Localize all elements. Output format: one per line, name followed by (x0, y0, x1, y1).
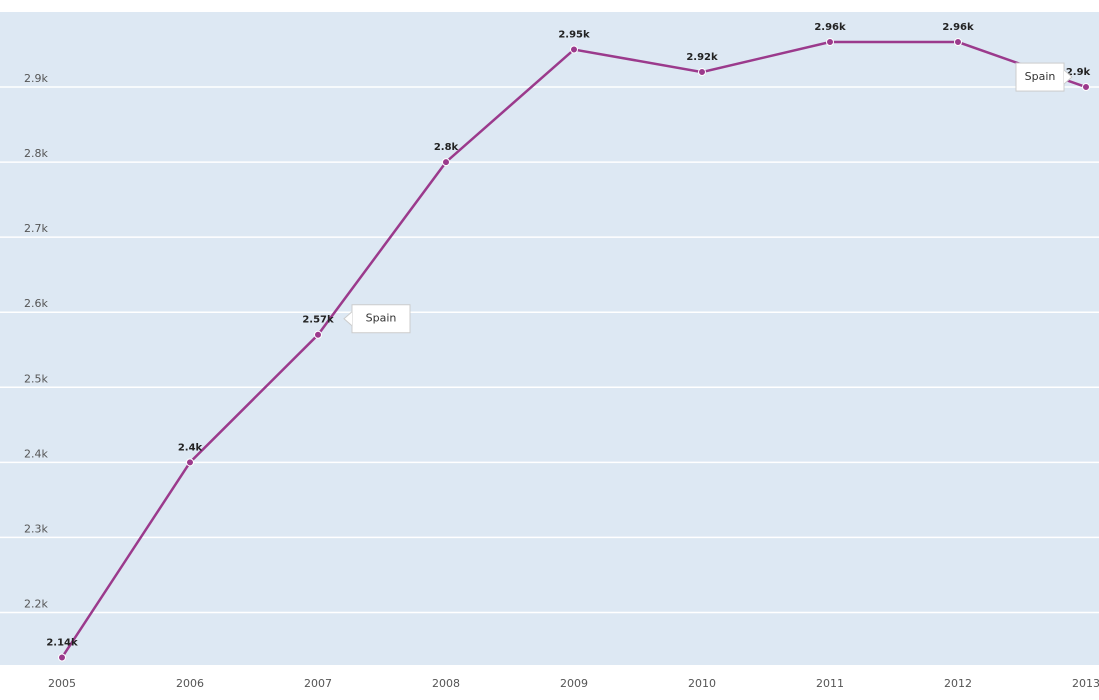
point (954, 38, 962, 47)
x-tick-label: 2011 (816, 677, 844, 690)
x-tick-label: 2010 (688, 677, 716, 690)
x-tick-label: 2013 (1072, 677, 1099, 690)
y-tick-label: 2.7k (24, 222, 48, 235)
tooltip-text: Spain (1025, 70, 1056, 83)
x-tick-label: 2005 (48, 677, 76, 690)
point (58, 653, 66, 662)
y-tick-label: 2.6k (24, 297, 48, 310)
point (1082, 83, 1090, 92)
x-tick-label: 2009 (560, 677, 588, 690)
point (698, 68, 706, 77)
y-tick-label: 2.5k (24, 372, 48, 385)
data-label: 2.92k (686, 52, 718, 63)
y-tick-label: 2.9k (24, 72, 48, 85)
plot-area (0, 12, 1099, 665)
y-tick-label: 2.4k (24, 447, 48, 460)
data-label: 2.96k (814, 22, 846, 33)
x-tick-label: 2007 (304, 677, 332, 690)
point (186, 458, 194, 467)
tooltip-pointer (1063, 69, 1073, 85)
point (442, 158, 450, 167)
x-tick-label: 2008 (432, 677, 460, 690)
x-tick-label: 2012 (944, 677, 972, 690)
tooltip-pointer (343, 311, 353, 327)
data-label: 2.95k (558, 30, 590, 41)
data-label: 2.96k (942, 22, 974, 33)
point (826, 38, 834, 47)
y-tick-label: 2.3k (24, 522, 48, 535)
data-label: 2.9k (1066, 67, 1091, 78)
x-tick-label: 2006 (176, 677, 204, 690)
point (314, 330, 322, 339)
data-label: 2.14k (46, 637, 78, 648)
data-label: 2.57k (302, 315, 334, 326)
y-tick-label: 2.8k (24, 147, 48, 160)
point (570, 45, 578, 54)
data-label: 2.4k (178, 442, 203, 453)
y-tick-label: 2.2k (24, 597, 48, 610)
data-label: 2.8k (434, 142, 459, 153)
tooltip-text: Spain (366, 312, 397, 325)
tooltip-box (1015, 62, 1065, 92)
